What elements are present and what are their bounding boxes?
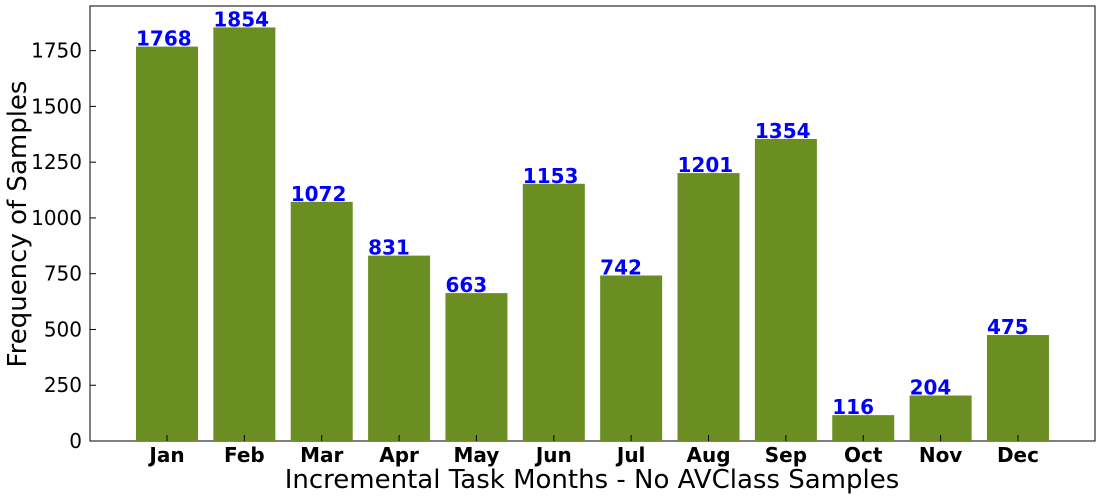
x-tick-label: May (454, 443, 500, 467)
bar (522, 183, 585, 442)
y-tick-label: 1000 (31, 206, 82, 230)
bar-value-label: 742 (600, 255, 642, 279)
x-tick-label: Apr (379, 443, 419, 467)
x-tick-label: Feb (224, 443, 265, 467)
x-tick-label: Jun (534, 443, 572, 467)
y-tick-label: 250 (44, 373, 82, 397)
bar (754, 138, 817, 441)
bar-value-label: 1201 (678, 153, 734, 177)
y-axis-title: Frequency of Samples (3, 81, 33, 368)
bar-value-label: 1768 (136, 27, 192, 51)
x-tick-label: Jan (147, 443, 184, 467)
y-tick-label: 1750 (31, 39, 82, 63)
y-tick-label: 750 (44, 262, 82, 286)
bar (600, 275, 663, 441)
x-axis-title: Incremental Task Months - No AVClass Sam… (285, 465, 900, 495)
bar-value-label: 1354 (755, 119, 811, 143)
x-tick-label: Mar (300, 443, 343, 467)
x-tick-label: Nov (919, 443, 963, 467)
x-tick-label: Sep (765, 443, 807, 467)
bar (909, 395, 972, 441)
x-tick-label: Oct (844, 443, 883, 467)
x-axis-ticks: Jan Feb Mar Apr May Jun Jul Aug Sep Oct Nov Dec (147, 435, 1039, 467)
bar (986, 335, 1049, 441)
x-tick-label: Aug (686, 443, 730, 467)
bar-value-label: 1854 (213, 7, 269, 31)
bar-value-label: 116 (832, 395, 874, 419)
bar-value-label: 1153 (523, 164, 579, 188)
x-tick-label: Dec (997, 443, 1039, 467)
bar (213, 27, 276, 442)
bars-group (136, 27, 1049, 442)
bar (368, 255, 431, 441)
bar-value-labels: 1768 1854 1072 831 663 1153 742 1201 1354 116 204 4… (136, 7, 1029, 419)
y-tick-label: 1250 (31, 150, 82, 174)
bar (136, 46, 198, 441)
y-tick-label: 0 (69, 429, 82, 453)
bar (677, 173, 740, 442)
bar-value-label: 475 (987, 315, 1029, 339)
y-axis-ticks: 0 250 500 750 1000 1250 1500 1750 (31, 39, 96, 453)
x-tick-label: Jul (615, 443, 646, 467)
bar (290, 201, 353, 441)
bar-value-label: 663 (445, 273, 487, 297)
bar-value-label: 1072 (291, 182, 347, 206)
bar (445, 293, 508, 441)
y-tick-label: 500 (44, 317, 82, 341)
y-tick-label: 1500 (31, 94, 82, 118)
bar-value-label: 831 (368, 236, 410, 260)
bar-value-label: 204 (910, 375, 952, 399)
